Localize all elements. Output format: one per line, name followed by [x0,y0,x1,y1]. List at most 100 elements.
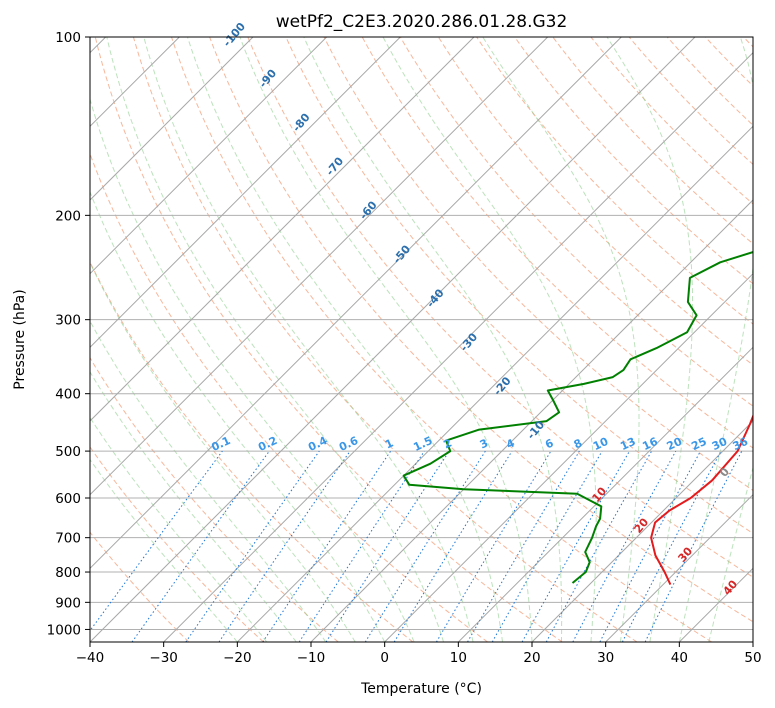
dry-adiabat-label: -80 [290,111,313,135]
isotherm-line [752,641,753,642]
isotherm-line [90,37,549,496]
moist-adiabat-line [382,37,597,642]
y-tick-label: 100 [55,30,81,46]
x-tick-label: 10 [450,650,467,666]
isotherm-line [90,37,254,201]
dry-adiabat-label: -60 [357,198,380,222]
dry-adiabat-label: -20 [491,374,514,398]
moist-adiabat-line [678,37,753,642]
x-tick-label: 40 [671,650,688,666]
mixing-ratio-line [393,450,513,642]
dry-adiabat-line [437,37,753,366]
dry-adiabat-line [90,446,264,642]
dry-adiabat-label: -50 [390,242,413,266]
moist-adiabat-line [90,261,356,642]
dry-adiabat-line [90,260,414,642]
x-axis-ticks: −40 −30 −20 −10 0 10 20 30 40 50 [76,642,762,666]
mixing-ratio-label: 13 [618,435,637,453]
dry-adiabat-line [666,37,753,126]
chart-title: wetPf2_C2E3.2020.286.01.28.G32 [276,12,568,32]
dry-adiabat-label: -100 [220,20,248,50]
mixing-ratio-line [572,450,677,642]
moist-adiabat-line [106,37,445,642]
y-tick-label: 700 [55,531,81,547]
y-tick-label: 1000 [47,622,81,638]
moist-adiabat-line [303,37,563,642]
moist-adiabat-line [90,458,238,642]
isotherm-line [90,37,401,349]
temperature-line [650,413,753,586]
isotherm-line [457,346,753,642]
y-axis-ticks: 100 200 300 400 500 600 700 800 900 1000 [47,30,90,638]
y-tick-label: 300 [55,313,81,329]
mixing-ratio-line [262,450,392,642]
x-tick-label: 0 [380,650,389,666]
dewpoint-line [402,251,753,584]
isotherm-line [605,493,753,642]
isotherm-line [678,567,753,642]
mixing-ratio-label: 25 [689,435,708,453]
x-tick-label: −30 [149,650,178,666]
background-lines [90,24,775,642]
x-axis-label: Temperature (°C) [360,681,482,697]
y-tick-label: 500 [55,444,81,460]
y-tick-label: 200 [55,208,81,224]
mixing-ratio-label: 6 [543,436,556,451]
moist-adiabat-line [90,416,268,642]
isotherm-line [310,199,753,642]
mixing-ratio-line [298,450,425,642]
dry-adiabat-line [247,37,753,578]
mixing-ratio-line [521,450,630,642]
moist-adiabat-line [186,37,503,642]
y-tick-label: 900 [55,595,81,611]
isotherm-line [90,37,696,642]
y-tick-label: 400 [55,387,81,403]
y-tick-label: 800 [55,565,81,581]
moist-adiabat-line [239,37,533,642]
plot-frame [89,36,754,643]
mixing-ratio-line [545,450,653,642]
moist-adiabat-line [90,97,415,642]
moist-adiabat-line [143,37,474,642]
sounding-curves [402,251,753,586]
y-axis-label: Pressure (hPa) [12,289,28,389]
dry-adiabat-line [399,37,753,407]
dry-adiabat-line [590,37,753,205]
mixing-ratio-label: 1 [383,436,395,451]
dry-adiabat-line [90,531,190,642]
isotherm-line [90,37,328,275]
moist-adiabat-line [90,190,386,642]
x-tick-label: 50 [744,650,761,666]
x-tick-label: 20 [523,650,540,666]
isotherm-line [90,37,475,422]
dry-adiabat-line [323,37,753,491]
isotherm-line [163,51,753,642]
x-tick-label: −40 [76,650,105,666]
dry-adiabat-label: 30 [675,544,695,564]
mixing-ratio-label: 4 [504,436,517,451]
dry-adiabat-line [704,37,753,87]
moist-adiabat-line [90,370,297,642]
x-tick-label: −20 [223,650,252,666]
mixing-ratio-line [131,450,270,642]
mixing-ratio-label: 30 [710,435,730,453]
mixing-ratio-label: 16 [640,435,660,453]
isotherm-line [90,37,622,570]
dry-adiabat-line [132,37,638,642]
moist-adiabat-line [482,37,640,642]
isotherm-line [236,125,753,642]
dry-adiabat-line [94,37,563,642]
mixing-ratio-line [218,450,351,642]
mixing-ratio-line [90,450,223,632]
dry-adiabat-label: -90 [256,67,279,91]
isotherm-line [531,420,753,642]
dry-adiabat-label: -30 [457,330,480,354]
y-tick-label: 600 [55,491,81,507]
dry-adiabat-label: 40 [720,577,740,597]
mixing-ratio-label: 20 [665,435,685,453]
dry-adiabat-line [170,37,712,642]
moist-adiabat-line [606,37,694,642]
moist-adiabat-line [708,465,753,642]
dry-adiabat-line [769,24,775,642]
dry-adiabat-line [628,37,753,166]
